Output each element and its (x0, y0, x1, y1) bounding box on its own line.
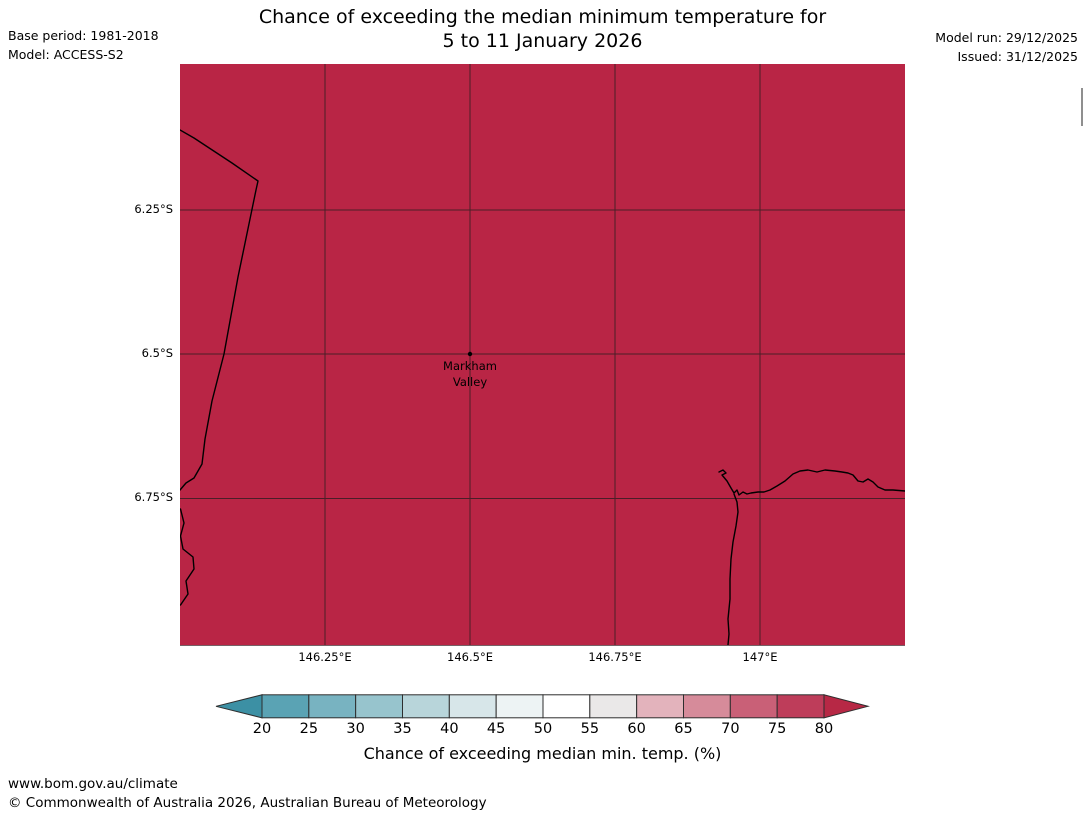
colorbar-tick-row: 20 25 30 35 40 45 50 55 60 65 70 75 80 (214, 721, 870, 741)
coastline-west-inlets (180, 508, 195, 606)
lon-tick-label: 146.25°E (298, 650, 352, 664)
lat-tick-label: 6.75°S (134, 490, 173, 504)
colorbar-tick: 65 (674, 721, 693, 737)
footer-copyright: © Commonwealth of Australia 2026, Austra… (8, 795, 487, 811)
colorbar-tick: 60 (627, 721, 646, 737)
colorbar-tick: 75 (767, 721, 787, 737)
model-text: Model: ACCESS-S2 (8, 47, 124, 62)
colorbar-tick: 50 (533, 721, 553, 737)
colorbar-tick: 40 (440, 721, 459, 737)
lon-tick-label: 146.75°E (588, 650, 642, 664)
colorbar-tick: 70 (721, 721, 740, 737)
issued-text: Issued: 31/12/2025 (957, 49, 1079, 64)
location-marker (467, 351, 473, 357)
footer-url: www.bom.gov.au/climate (8, 776, 178, 792)
lat-tick-label: 6.25°S (134, 202, 173, 216)
title-line-1: Chance of exceeding the median minimum t… (258, 6, 827, 28)
colorbar-arrow-left (215, 694, 263, 719)
colorbar-tick: 20 (252, 721, 272, 737)
colorbar-segment (776, 694, 825, 719)
colorbar-tick: 45 (486, 721, 506, 737)
lon-tick-label: 147°E (742, 650, 778, 664)
figure-title: Chance of exceeding the median minimum t… (0, 6, 1085, 53)
colorbar-arrow-right (823, 694, 870, 719)
run-metadata-left: Base period: 1981-2018 Model: ACCESS-S2 (8, 26, 159, 64)
colorbar-segment (682, 694, 731, 719)
colorbar-segment (542, 694, 591, 719)
colorbar-tick: 80 (814, 721, 834, 737)
colorbar-segment (729, 694, 778, 719)
colorbar-segment (448, 694, 497, 719)
location-label-line2: Valley (452, 375, 488, 389)
colorbar-segment (589, 694, 638, 719)
model-run-text: Model run: 29/12/2025 (935, 30, 1078, 45)
coastline (180, 129, 905, 645)
river-southeast (727, 493, 739, 645)
run-metadata-right: Model run: 29/12/2025 Issued: 31/12/2025 (935, 28, 1078, 66)
colorbar (215, 694, 870, 719)
lon-tick-label: 146.5°E (447, 650, 493, 664)
coastline-northwest (180, 129, 259, 491)
map-canvas (180, 64, 905, 645)
location-label-line1: Markham (443, 359, 497, 373)
coastline-southeast (718, 469, 905, 496)
colorbar-tick: 35 (393, 721, 412, 737)
colorbar-segment (495, 694, 544, 719)
right-edge-artifact (1081, 88, 1083, 126)
title-line-2: 5 to 11 January 2026 (442, 29, 643, 52)
colorbar-segment (355, 694, 403, 719)
forecast-map (180, 64, 905, 646)
base-period-text: Base period: 1981-2018 (8, 28, 159, 43)
colorbar-label: Chance of exceeding median min. temp. (%… (363, 744, 722, 763)
colorbar-segment (308, 694, 357, 719)
colorbar-segment (261, 694, 310, 719)
lat-tick-label: 6.5°S (141, 346, 173, 360)
colorbar-tick: 55 (580, 721, 600, 737)
colorbar-tick: 25 (299, 721, 319, 737)
colorbar-segment (636, 694, 684, 719)
colorbar-tick: 30 (346, 721, 365, 737)
colorbar-segment (401, 694, 450, 719)
